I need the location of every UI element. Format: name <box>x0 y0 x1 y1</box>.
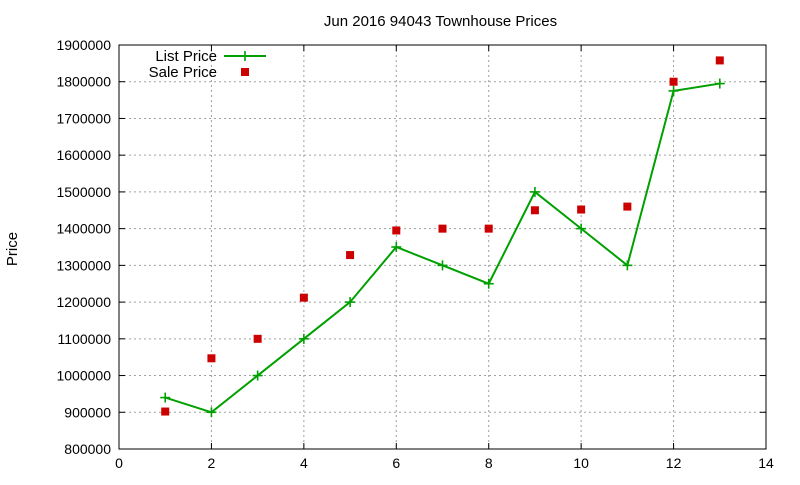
chart-title: Jun 2016 94043 Townhouse Prices <box>324 13 557 30</box>
data-point-list-price <box>576 223 587 234</box>
legend: List Price Sale Price <box>149 48 266 81</box>
x-tick-label: 8 <box>485 455 493 471</box>
legend-marker-list-price <box>240 51 250 61</box>
x-tick-label: 14 <box>758 455 774 471</box>
data-point-sale-price <box>253 334 262 343</box>
data-point-list-price <box>206 407 217 418</box>
series-layer <box>160 56 725 418</box>
x-tick-label: 10 <box>573 455 589 471</box>
y-tick-label: 1100000 <box>58 331 112 347</box>
data-point-list-price <box>345 297 356 308</box>
data-point-list-price <box>483 278 494 289</box>
legend-swatch-sale-price <box>241 68 249 76</box>
y-axis-title: Price <box>4 232 21 266</box>
data-point-list-price <box>714 78 725 89</box>
data-point-list-price <box>668 85 679 96</box>
x-tick-label: 4 <box>300 455 308 471</box>
tick-labels: 0 2 4 6 8 10 12 14 800000 900000 1000000 1100000 120… <box>56 37 774 471</box>
data-point-sale-price <box>161 407 170 416</box>
y-tick-label: 800000 <box>64 441 111 457</box>
data-point-list-price <box>298 333 309 344</box>
data-point-list-price <box>622 260 633 271</box>
y-tick-label: 1300000 <box>56 257 111 273</box>
y-tick-label: 1400000 <box>56 221 111 237</box>
data-point-list-price <box>529 186 540 197</box>
data-point-sale-price <box>577 205 586 214</box>
data-point-list-price <box>437 260 448 271</box>
data-point-sale-price <box>392 226 401 235</box>
x-tick-label: 2 <box>208 455 216 471</box>
data-point-sale-price <box>207 354 216 363</box>
data-point-list-price <box>252 370 263 381</box>
plot-frame <box>118 44 767 450</box>
y-tick-label: 1000000 <box>56 368 111 384</box>
data-point-sale-price <box>346 251 355 260</box>
y-tick-label: 1900000 <box>56 37 111 53</box>
axis-ticks <box>118 44 767 450</box>
y-tick-label: 1800000 <box>56 74 111 90</box>
y-tick-label: 1500000 <box>56 184 111 200</box>
y-tick-label: 1700000 <box>56 110 111 126</box>
data-point-sale-price <box>669 77 678 86</box>
data-point-sale-price <box>530 206 539 215</box>
series-line-list-price <box>164 82 720 414</box>
y-tick-label: 1600000 <box>56 147 111 163</box>
legend-label-sale-price: Sale Price <box>149 64 217 81</box>
grid-lines <box>119 45 766 449</box>
data-point-sale-price <box>438 224 447 233</box>
series-sale-price <box>161 56 724 416</box>
data-point-sale-price <box>715 56 724 65</box>
data-point-sale-price <box>623 202 632 211</box>
data-point-list-price <box>391 242 402 252</box>
legend-label-list-price: List Price <box>155 48 217 65</box>
series-list-price <box>160 78 725 418</box>
x-tick-label: 12 <box>666 455 682 471</box>
data-point-list-price <box>160 392 171 403</box>
data-point-sale-price <box>484 224 493 233</box>
y-tick-label: 1200000 <box>56 294 111 310</box>
data-point-sale-price <box>299 293 308 302</box>
y-tick-label: 900000 <box>64 404 111 420</box>
x-tick-label: 0 <box>115 455 123 471</box>
x-tick-label: 6 <box>392 455 400 471</box>
